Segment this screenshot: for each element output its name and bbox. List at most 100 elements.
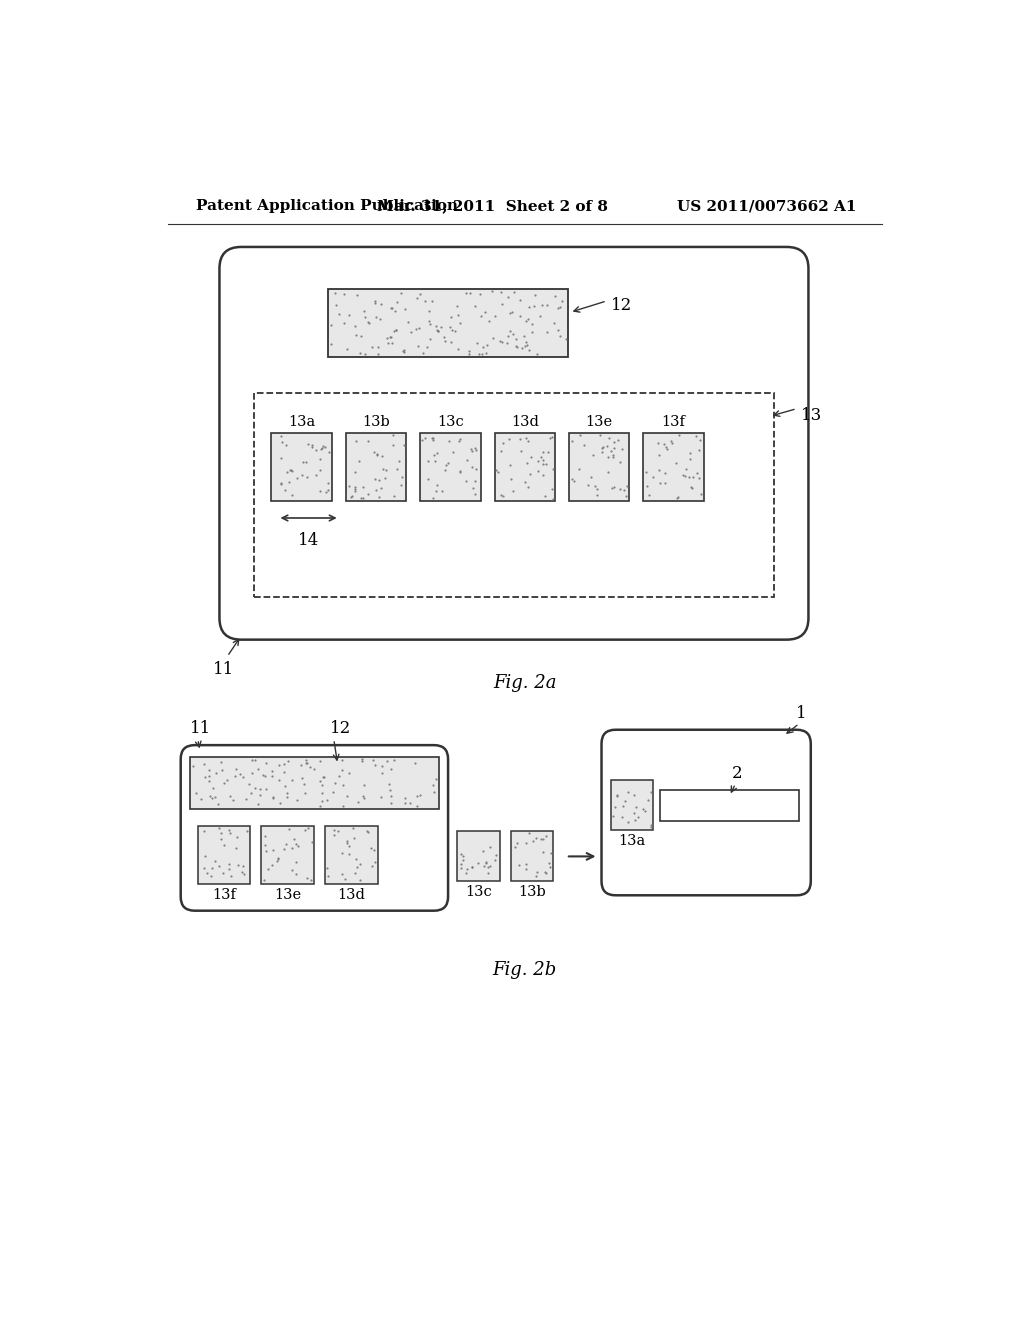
Point: [381, 774, 397, 795]
Text: 13d: 13d: [511, 414, 539, 429]
Point: [330, 821, 346, 842]
Point: [290, 836, 306, 857]
Point: [368, 306, 384, 327]
Point: [367, 469, 383, 490]
Point: [334, 842, 350, 863]
Point: [668, 453, 684, 474]
Point: [359, 483, 376, 504]
Point: [331, 304, 347, 325]
Point: [316, 437, 333, 458]
Point: [196, 821, 212, 842]
Point: [474, 840, 490, 861]
Point: [656, 462, 673, 483]
Point: [592, 425, 608, 446]
Point: [459, 449, 475, 470]
Point: [463, 438, 479, 459]
Point: [318, 789, 335, 810]
Point: [299, 817, 315, 838]
Point: [271, 754, 288, 775]
Point: [380, 333, 396, 354]
Point: [345, 817, 361, 838]
Point: [524, 322, 541, 343]
Point: [543, 426, 559, 447]
Point: [517, 858, 534, 879]
Point: [311, 750, 328, 771]
Point: [264, 788, 281, 809]
Point: [501, 429, 517, 450]
Point: [285, 859, 301, 880]
Point: [298, 451, 314, 473]
Point: [321, 865, 337, 886]
Point: [424, 487, 440, 508]
Point: [355, 301, 372, 322]
Point: [692, 430, 709, 451]
Point: [473, 306, 489, 327]
Point: [620, 812, 636, 833]
Point: [263, 854, 280, 875]
Point: [609, 784, 626, 805]
Point: [341, 477, 357, 498]
Point: [371, 487, 387, 508]
Point: [637, 800, 653, 821]
Point: [194, 788, 210, 809]
Point: [464, 857, 480, 878]
Point: [683, 477, 699, 498]
Point: [469, 331, 485, 352]
Point: [525, 296, 542, 317]
Point: [327, 282, 343, 304]
Point: [374, 755, 390, 776]
Point: [519, 309, 536, 330]
Point: [284, 461, 300, 482]
Point: [428, 768, 444, 789]
Point: [213, 828, 229, 849]
Point: [260, 859, 276, 880]
Point: [628, 796, 644, 817]
Point: [280, 750, 296, 771]
Point: [601, 428, 617, 449]
Point: [312, 480, 329, 502]
Point: [412, 784, 428, 805]
Point: [288, 851, 304, 873]
Point: [534, 294, 550, 315]
Point: [202, 785, 218, 807]
Point: [304, 434, 321, 455]
Text: Patent Application Publication: Patent Application Publication: [197, 199, 458, 213]
Point: [408, 318, 424, 339]
Point: [273, 432, 290, 453]
Point: [467, 437, 483, 458]
Point: [651, 473, 668, 494]
Point: [383, 759, 399, 780]
Point: [587, 475, 603, 496]
Point: [424, 428, 440, 449]
Point: [527, 284, 544, 305]
Point: [517, 832, 534, 853]
Point: [575, 434, 592, 455]
Point: [473, 345, 489, 366]
Point: [450, 305, 466, 326]
Point: [247, 777, 263, 799]
Point: [421, 301, 437, 322]
Point: [522, 463, 539, 484]
Point: [311, 770, 328, 791]
Point: [426, 781, 442, 803]
Point: [279, 787, 295, 808]
Point: [359, 312, 376, 333]
Point: [544, 426, 560, 447]
Point: [519, 477, 536, 498]
Point: [503, 302, 519, 323]
Point: [571, 459, 588, 480]
Point: [315, 766, 332, 787]
Point: [373, 294, 389, 315]
Point: [311, 796, 328, 817]
Point: [294, 767, 310, 788]
Point: [600, 461, 616, 482]
Point: [643, 816, 659, 837]
Point: [468, 440, 484, 461]
Point: [339, 833, 355, 854]
Point: [425, 429, 441, 450]
Point: [250, 758, 266, 779]
Point: [509, 833, 525, 854]
Point: [543, 842, 559, 863]
Point: [313, 438, 330, 459]
Point: [535, 441, 551, 462]
